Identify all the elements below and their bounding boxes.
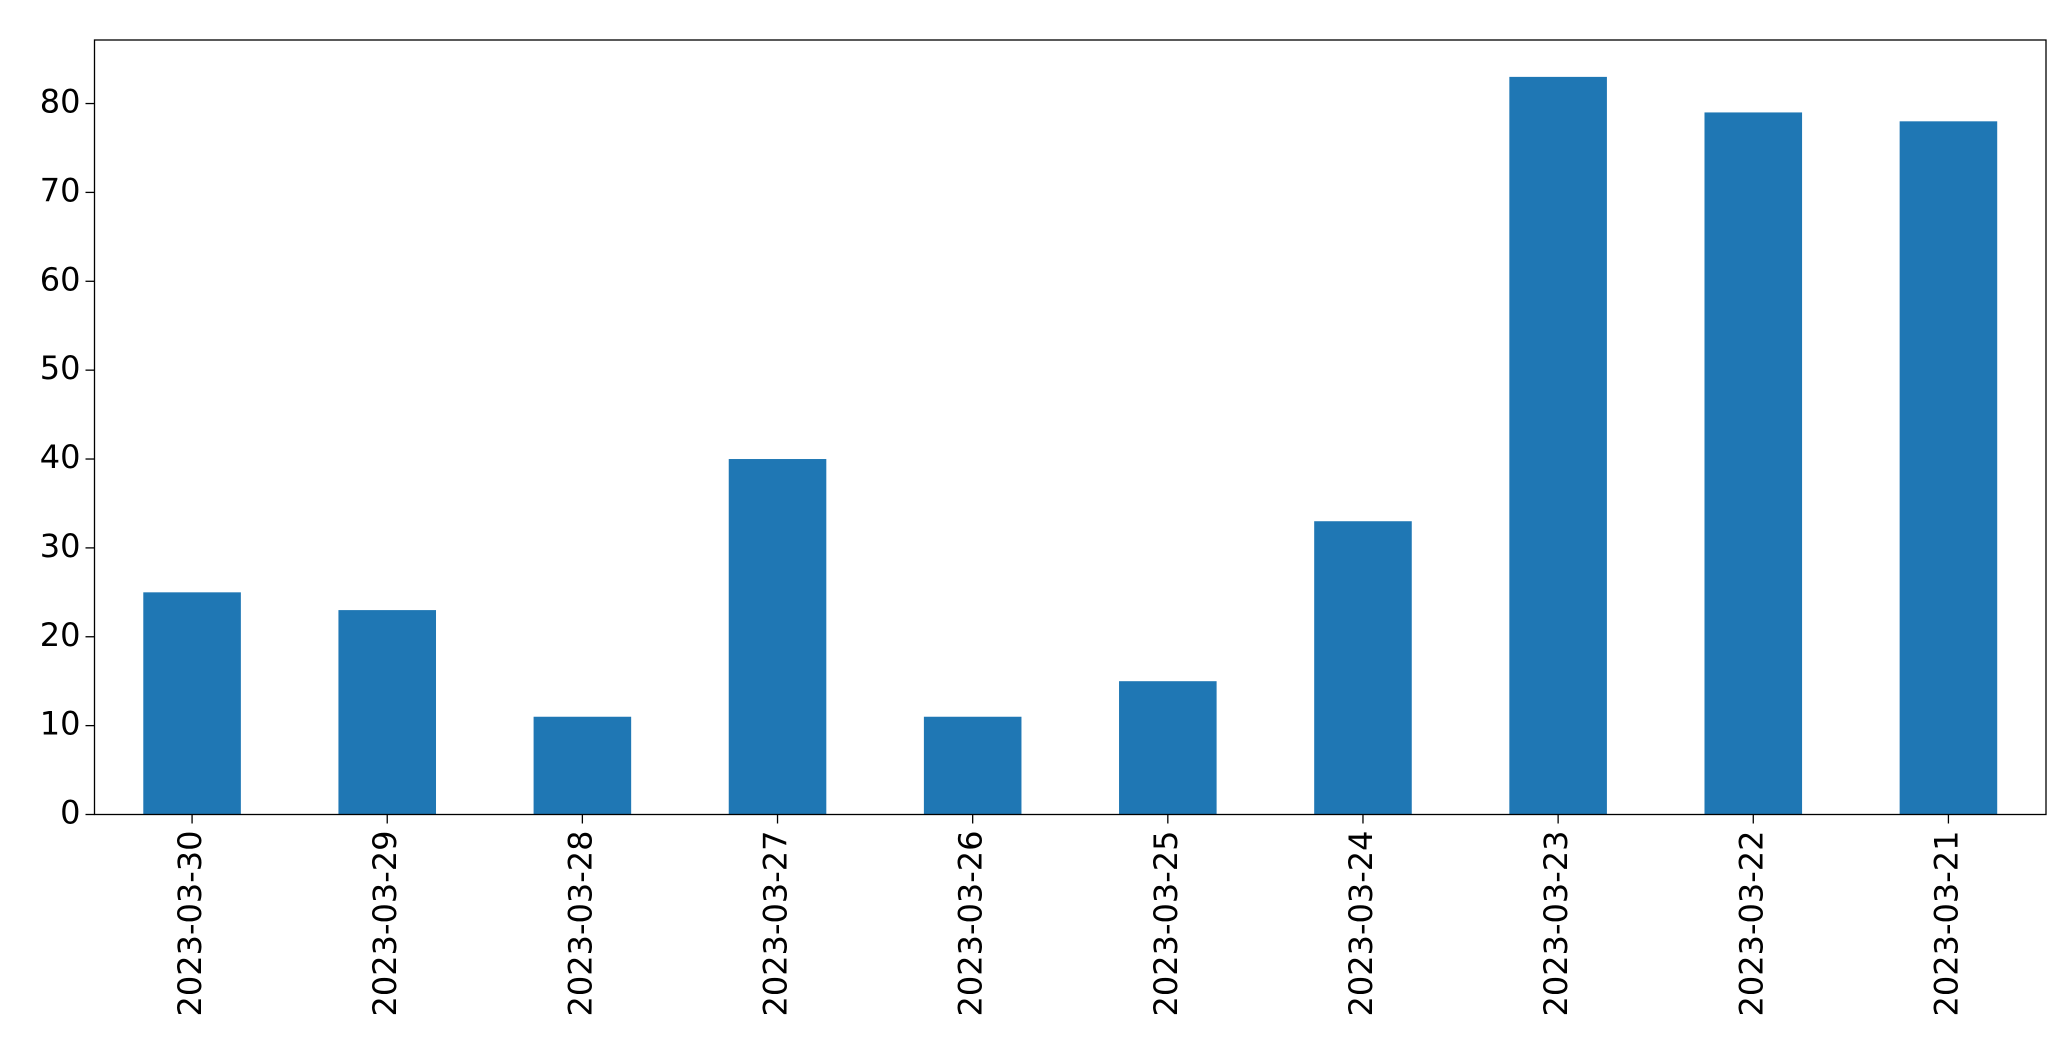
x-tick-label: 2023-03-26 — [952, 831, 990, 1017]
bar — [1314, 521, 1412, 815]
y-tick-label: 70 — [40, 171, 81, 209]
y-tick-label: 40 — [40, 438, 81, 476]
x-tick-label: 2023-03-27 — [757, 831, 795, 1017]
y-tick-label: 50 — [40, 349, 81, 387]
x-tick-label: 2023-03-25 — [1147, 831, 1185, 1017]
x-tick-label: 2023-03-22 — [1732, 831, 1770, 1017]
x-tick-label: 2023-03-28 — [561, 831, 599, 1017]
y-tick-label: 0 — [60, 794, 80, 832]
x-tick-label: 2023-03-24 — [1342, 831, 1380, 1017]
x-tick-label: 2023-03-21 — [1927, 831, 1965, 1017]
bar — [1899, 121, 1998, 815]
y-tick-label: 10 — [40, 705, 81, 743]
bar — [1509, 76, 1607, 815]
x-tick-label: 2023-03-30 — [171, 831, 209, 1017]
x-tick-label: 2023-03-23 — [1537, 831, 1575, 1017]
x-tick-label: 2023-03-29 — [366, 831, 404, 1017]
bar — [533, 716, 632, 815]
bar — [728, 459, 827, 815]
y-tick-label: 30 — [40, 527, 81, 565]
bar — [338, 610, 437, 815]
bar — [1119, 681, 1217, 815]
bar — [1704, 112, 1803, 815]
bar — [923, 716, 1022, 815]
y-tick-label: 80 — [40, 83, 81, 121]
plot-frame — [93, 39, 2047, 816]
bar — [143, 592, 241, 815]
y-tick-label: 20 — [40, 616, 81, 654]
y-tick-label: 60 — [40, 260, 81, 298]
